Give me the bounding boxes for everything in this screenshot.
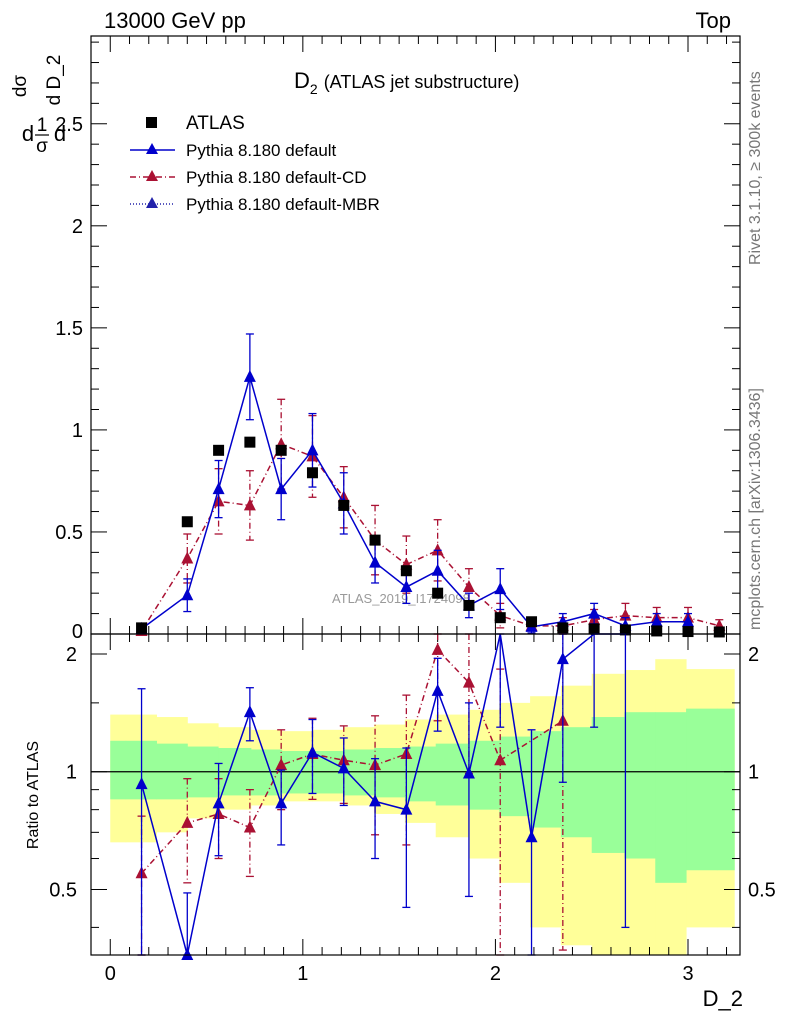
default-marker <box>494 582 506 594</box>
ratio-default-marker <box>244 705 256 717</box>
ratio-cd-marker <box>432 643 444 655</box>
legend-mbr-marker <box>146 197 158 208</box>
atlas-point <box>651 625 662 636</box>
title-sub: 2 <box>310 81 318 97</box>
main-ytick-label: 1 <box>72 420 83 442</box>
default-marker <box>400 580 412 592</box>
green-band-bin <box>655 712 686 883</box>
main-title: D2 (ATLAS jet substructure) <box>294 68 519 97</box>
atlas-point <box>370 535 381 546</box>
default-marker <box>369 556 381 568</box>
title-rest: (ATLAS jet substructure) <box>324 72 520 92</box>
default-marker <box>213 482 225 494</box>
mcplots-label: mcplots.cern.ch [arXiv:1306.3436] <box>747 388 764 630</box>
legend-cd-label: Pythia 8.180 default-CD <box>186 168 367 187</box>
atlas-point <box>432 588 443 599</box>
main-ytick-label: 2.5 <box>55 114 83 136</box>
main-ytick-label: 1.5 <box>55 318 83 340</box>
atlas-point <box>589 623 600 634</box>
ratio-default-marker <box>557 652 569 664</box>
green-band-bin <box>436 744 469 806</box>
rivet-label: Rivet 3.1.10, ≥ 300k events <box>747 71 764 265</box>
title-main: D <box>294 68 310 93</box>
default-marker <box>588 607 600 619</box>
main-ylabel: d 1 σ d d D_2 dσ <box>10 55 66 157</box>
ratio-ylabel: Ratio to ATLAS <box>25 741 42 849</box>
atlas-point <box>463 600 474 611</box>
cd-marker <box>181 551 193 563</box>
main-ytick-label: 0.5 <box>55 522 83 544</box>
ratio-xtick-label: 0 <box>105 963 116 985</box>
header-process: Top <box>696 8 731 33</box>
xlabel: D_2 <box>703 986 743 1011</box>
ratio-ytick-label-right: 2 <box>748 644 759 666</box>
atlas-point <box>213 445 224 456</box>
header-energy: 13000 GeV pp <box>104 8 246 33</box>
ratio-default-marker <box>181 948 193 960</box>
atlas-point <box>714 626 725 637</box>
ylabel-frac1-num: 1 <box>37 115 48 136</box>
ylabel-frac2-den: d D_2 <box>44 55 65 106</box>
atlas-point <box>182 516 193 527</box>
atlas-point <box>495 612 506 623</box>
green-band-bin <box>592 717 625 853</box>
ratio-ytick-label: 1 <box>66 762 77 784</box>
legend-mbr-label: Pythia 8.180 default-MBR <box>186 195 380 214</box>
ylabel-frac2-num: dσ <box>10 75 31 98</box>
ratio-xtick-label: 3 <box>682 963 693 985</box>
atlas-point <box>338 500 349 511</box>
ratio-default-marker <box>432 684 444 696</box>
green-band-bin <box>110 741 126 800</box>
atlas-point <box>557 622 568 633</box>
default-marker <box>306 443 318 455</box>
atlas-point <box>276 445 287 456</box>
ratio-ytick-label: 0.5 <box>49 879 77 901</box>
legend-atlas-marker <box>146 117 157 128</box>
legend-cd-marker <box>146 170 158 181</box>
ratio-bands <box>91 659 740 955</box>
atlas-point <box>307 467 318 478</box>
green-band-bin <box>530 731 561 827</box>
atlas-point <box>244 437 255 448</box>
ratio-cd-marker <box>244 821 256 833</box>
atlas-point <box>401 565 412 576</box>
main-plot: 0.5 1 1.5 2 2.5 0 <box>55 36 740 643</box>
default-marker <box>244 370 256 382</box>
main-ytick-label-zero: 0 <box>72 621 83 643</box>
cd-marker <box>463 580 475 592</box>
ratio-ytick-label: 2 <box>66 644 77 666</box>
green-band-bin <box>686 709 717 871</box>
legend-atlas-label: ATLAS <box>186 113 245 134</box>
legend: ATLAS Pythia 8.180 default Pythia 8.180 … <box>130 113 380 214</box>
green-band-bin <box>624 712 655 858</box>
legend-default-label: Pythia 8.180 default <box>186 141 337 160</box>
ylabel-frac1-den: σ <box>36 136 48 157</box>
atlas-point <box>526 616 537 627</box>
ratio-ytick-label-right: 1 <box>748 762 759 784</box>
ylabel-d: d <box>22 121 34 146</box>
main-ytick-label: 2 <box>72 216 83 238</box>
ratio-xtick-label: 2 <box>490 963 501 985</box>
chart-canvas: 13000 GeV pp Top Rivet 3.1.10, ≥ 300k ev… <box>0 0 786 1024</box>
legend-default-marker <box>146 143 158 154</box>
default-marker <box>432 564 444 576</box>
analysis-watermark: ATLAS_2019_I1724098 <box>332 591 470 606</box>
ratio-ytick-label-right: 0.5 <box>748 879 776 901</box>
atlas-point <box>136 622 147 633</box>
ratio-xtick-label: 1 <box>297 963 308 985</box>
default-marker <box>181 588 193 600</box>
